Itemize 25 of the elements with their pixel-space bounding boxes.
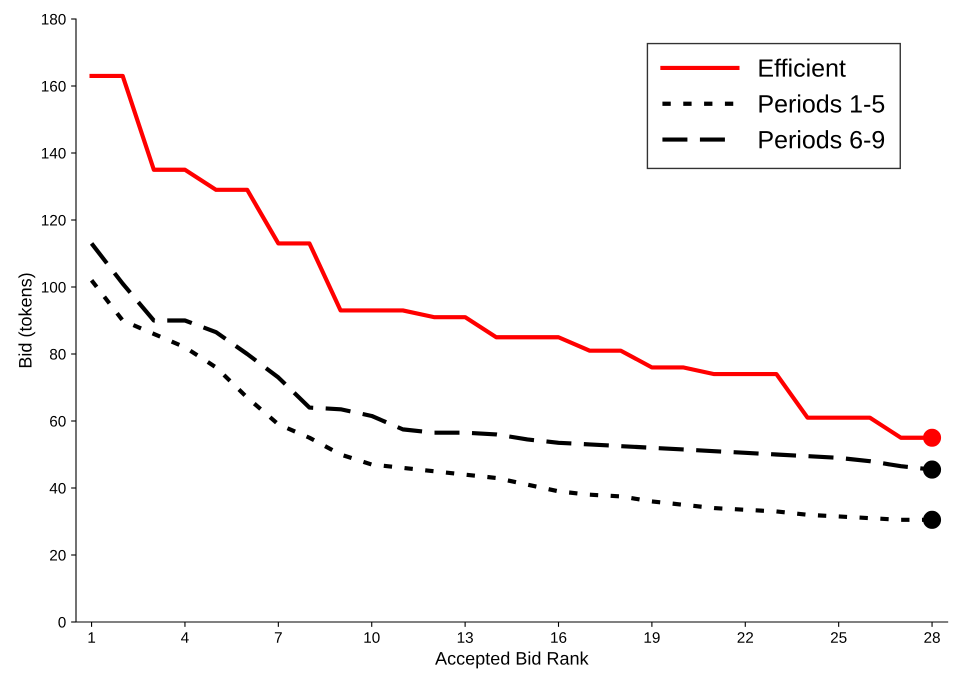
y-tick-label: 60 [50, 416, 66, 427]
y-tick-label: 160 [42, 80, 66, 92]
x-tick-label: 7 [274, 632, 282, 643]
y-tick-label: 20 [50, 550, 66, 561]
y-tick-label: 140 [42, 148, 66, 159]
x-tick-label: 25 [830, 632, 847, 643]
x-axis-title: Accepted Bid Rank [435, 652, 589, 668]
x-tick-label: 19 [644, 632, 660, 643]
x-tick-label: 16 [551, 632, 566, 643]
legend-label: Periods 1-5 [759, 94, 884, 113]
x-tick-label: 4 [181, 632, 189, 643]
y-tick-label: 40 [50, 482, 66, 494]
x-tick-label: 13 [458, 632, 473, 643]
y-tick-label: 80 [50, 348, 66, 360]
y-axis-title: Bid (tokens) [18, 273, 36, 368]
x-tick-label: 1 [88, 632, 96, 643]
y-tick-label: 100 [42, 282, 66, 293]
y-tick-label: 0 [58, 616, 66, 628]
legend-label: Efficient [759, 58, 846, 77]
x-tick-label: 22 [738, 632, 754, 643]
y-tick-label: 120 [42, 214, 66, 226]
legend-label: Periods 6-9 [759, 130, 884, 149]
x-tick-label: 28 [924, 632, 940, 643]
x-tick-label: 10 [364, 632, 380, 643]
y-tick-label: 180 [42, 14, 66, 25]
